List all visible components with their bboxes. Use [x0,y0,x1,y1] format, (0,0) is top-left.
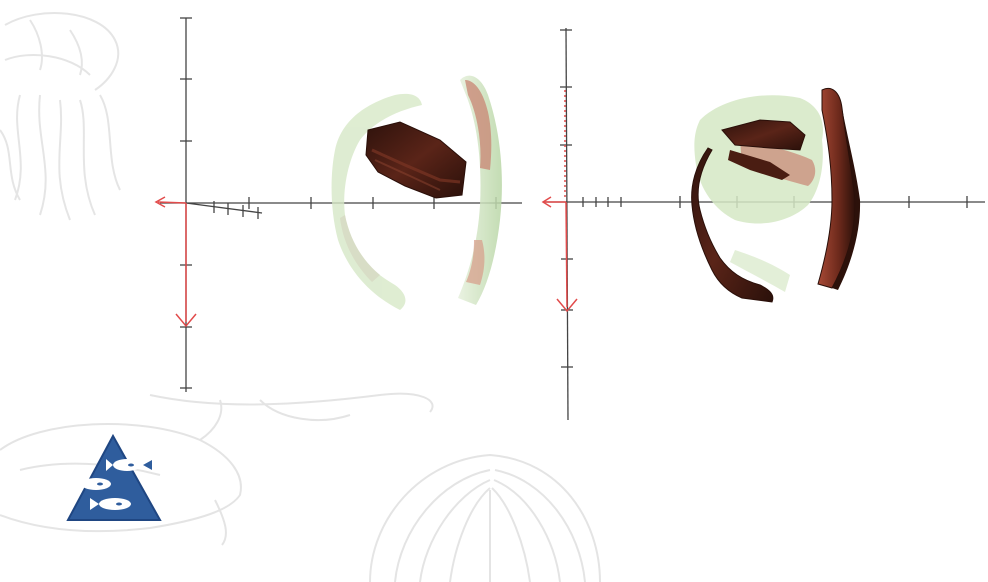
right-solid-arc-right [817,87,861,290]
left-axis-arrows [154,196,197,328]
right-solid-arc-left [691,119,806,303]
fish-icon [90,498,131,510]
fish-icon [106,459,152,471]
fish-icon [72,478,111,490]
left-panel [154,17,522,392]
right-panel [541,27,985,421]
left-depth-axis [185,202,263,214]
fish-sketch [0,392,434,546]
background-sketches [0,12,601,582]
left-translucent-arc [331,93,422,310]
right-axis-arrows [541,90,578,313]
left-translucent-ribbon [458,75,502,305]
right-vertical-axis [565,27,569,421]
left-solid-block [365,121,467,199]
fish-triangle-logo [66,433,162,521]
scallop-shell-sketch [369,453,601,582]
jellyfish-sketch [0,12,121,221]
